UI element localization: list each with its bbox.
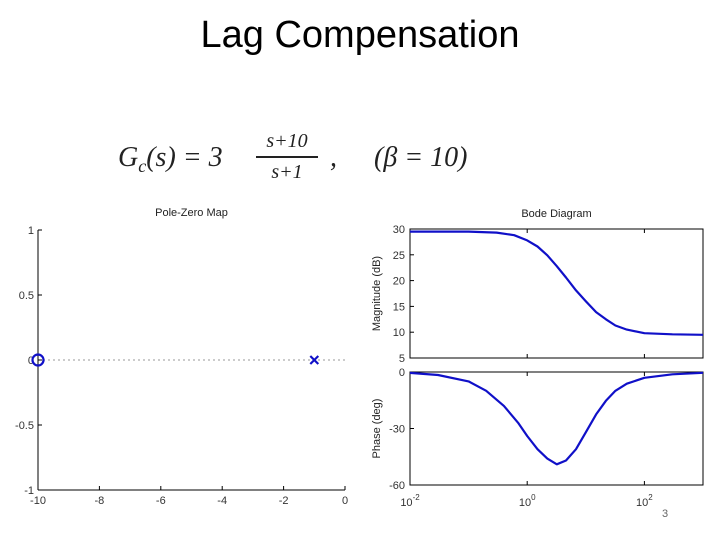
pz-x-tick-label: -8 [95, 495, 105, 507]
bode-diagram-chart: Bode Diagram Magnitude (dB) 30 25 20 15 10 5 Pha… [371, 208, 704, 509]
phase-curve [409, 371, 704, 466]
pole-zero-map-chart: Pole-Zero Map 1 0.5 0 -0.5 -1-10 -8 -6 -4 -2 0 [15, 207, 348, 507]
pz-x-tick-label: -10 [30, 495, 46, 507]
phase-panel-frame [409, 371, 704, 486]
formula-separator: , [330, 142, 337, 173]
bode-x-tick-label: 100 [519, 493, 536, 509]
formula-g: G [118, 142, 139, 173]
pz-y-tick-label: -0.5 [15, 420, 34, 432]
page-number: 3 [662, 508, 669, 520]
bode-x-tick-label: 102 [636, 493, 653, 509]
pz-y-tick-label: -1 [24, 485, 34, 497]
pole-marker [309, 355, 320, 365]
phase-y-tick-label: -60 [389, 480, 405, 492]
pz-y-tick-label: 1 [28, 225, 34, 237]
pz-y-tick-label: 0.5 [19, 290, 34, 302]
pz-x-tick-label: -4 [217, 495, 227, 507]
formula-subscript: c [138, 156, 147, 176]
pole-marker-stroke [309, 355, 320, 365]
zero-marker [31, 353, 45, 367]
pz-y-tick-label: 0 [28, 355, 34, 367]
slide-title: Lag Compensation [200, 14, 520, 56]
magnitude-y-tick-label: 25 [393, 250, 405, 262]
phase-y-tick-label: 0 [399, 367, 405, 379]
bode-chart-title: Bode Diagram [521, 208, 591, 220]
phase-y-tick-label: -30 [389, 424, 405, 436]
transfer-function-formula: Gc(s) = 3 s+10 s+1 , (β = 10) [118, 128, 518, 192]
magnitude-y-tick-label: 5 [399, 353, 405, 365]
pz-chart-title: Pole-Zero Map [155, 207, 228, 219]
magnitude-y-tick-label: 15 [393, 301, 405, 313]
formula-denominator: s+1 [271, 161, 303, 183]
bode-x-tick-label: 10-2 [400, 493, 420, 509]
magnitude-y-tick-label: 20 [393, 276, 405, 288]
magnitude-curve [410, 230, 704, 336]
phase-axis-label: Phase (deg) [371, 399, 383, 459]
magnitude-panel-frame [409, 228, 704, 359]
formula-fraction: s+10 s+1 [256, 130, 318, 184]
magnitude-axis-label: Magnitude (dB) [371, 256, 383, 331]
formula-beta: (β = 10) [374, 142, 468, 173]
formula-argument: (s) = 3 [146, 142, 223, 173]
formula-numerator: s+10 [266, 130, 308, 152]
formula-lhs: Gc(s) = 3 [118, 142, 223, 177]
magnitude-y-tick-label: 30 [393, 224, 405, 236]
magnitude-y-tick-label: 10 [393, 327, 405, 339]
pz-x-tick-label: 0 [342, 495, 348, 507]
fraction-bar [256, 156, 318, 158]
pz-x-tick-label: -6 [156, 495, 166, 507]
pz-x-tick-label: -2 [279, 495, 289, 507]
